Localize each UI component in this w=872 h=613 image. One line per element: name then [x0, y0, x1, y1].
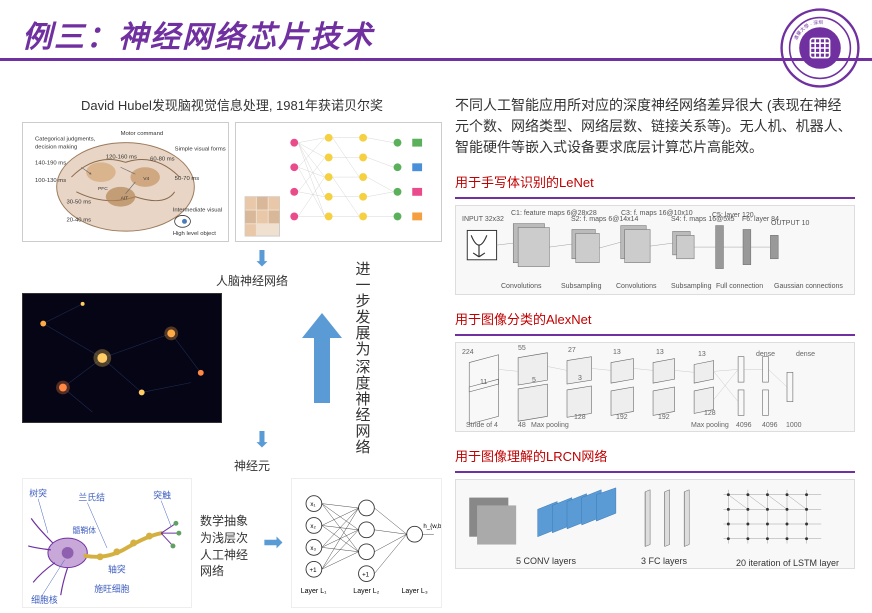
brain-row: Categorical judgments, decision making M… — [22, 122, 442, 242]
lrcn-title: 用于图像理解的LRCN网络 — [455, 446, 855, 465]
lenet-figure: INPUT 32x32 C1: feature maps 6@28x28 S2:… — [455, 205, 855, 295]
deep-learning-arrow-block: 进一步发展为 深度神经网络 — [232, 261, 442, 455]
alexnet-figure: 224 55 27 13 13 13 11 5 3 Stride of 4 Ma… — [455, 342, 855, 432]
lrcn-section: 用于图像理解的LRCN网络 — [455, 446, 855, 569]
neuron-microscopy — [22, 293, 222, 423]
svg-text:50-70 ms: 50-70 ms — [175, 176, 200, 182]
svg-text:细胞核: 细胞核 — [31, 594, 58, 605]
right-column: 不同人工智能应用所对应的深度神经网络差异很大 (表现在神经元个数、网络类型、网络… — [455, 95, 855, 583]
svg-text:x₃: x₃ — [311, 545, 317, 552]
svg-text:x₁: x₁ — [311, 501, 316, 508]
right-arrow-icon: ➡ — [263, 478, 283, 608]
svg-text:AIT: AIT — [121, 196, 129, 202]
intro-paragraph: 不同人工智能应用所对应的深度神经网络差异很大 (表现在神经元个数、网络类型、网络… — [455, 95, 855, 158]
neuron-schematic: 树突 兰氏结 突触 轴突 髓鞘体 施旺细胞 细胞核 — [22, 478, 192, 608]
svg-text:Layer L₂: Layer L₂ — [353, 588, 379, 595]
svg-text:兰氏结: 兰氏结 — [78, 492, 105, 503]
lrcn-lstm-label: 20 iteration of LSTM layer — [736, 559, 839, 568]
svg-text:髓鞘体: 髓鞘体 — [73, 525, 97, 535]
svg-text:突触: 突触 — [153, 490, 171, 501]
brain-diagram: Categorical judgments, decision making M… — [22, 122, 229, 242]
svg-text:Layer L₁: Layer L₁ — [301, 588, 327, 595]
section-underline — [455, 471, 855, 473]
svg-text:High level object: High level object — [173, 231, 217, 237]
svg-text:120-160 ms: 120-160 ms — [106, 154, 137, 160]
lenet-title: 用于手写体识别的LeNet — [455, 172, 855, 191]
lrcn-fc-label: 3 FC layers — [641, 556, 687, 566]
slide-title: 例三：神经网络芯片技术 — [22, 12, 374, 56]
neuron-row: 进一步发展为 深度神经网络 — [22, 293, 442, 423]
svg-text:PFC: PFC — [98, 186, 108, 192]
svg-text:h_{w,b}(x): h_{w,b}(x) — [423, 523, 441, 530]
svg-text:Simple visual forms: Simple visual forms — [175, 147, 226, 153]
section-underline — [455, 197, 855, 199]
svg-text:施旺细胞: 施旺细胞 — [94, 583, 130, 594]
svg-text:100-130 ms: 100-130 ms — [35, 178, 66, 184]
ann-schematic: x₁ x₂ x₃ +1 +1 h_{w,b}(x) Layer L₁ Layer… — [291, 478, 442, 608]
svg-text:+1: +1 — [362, 571, 370, 578]
svg-text:+1: +1 — [310, 567, 318, 574]
svg-text:Motor command: Motor command — [121, 131, 164, 137]
alexnet-section: 用于图像分类的AlexNet — [455, 309, 855, 432]
face-recognition-network — [235, 122, 442, 242]
lrcn-conv-label: 5 CONV layers — [516, 556, 576, 566]
svg-text:树突: 树突 — [29, 488, 47, 499]
svg-text:60-80 ms: 60-80 ms — [150, 156, 175, 162]
university-logo: 清華大學 · 深圳 — [780, 8, 860, 88]
title-underline — [0, 58, 872, 61]
neuron-to-ann-row: 树突 兰氏结 突触 轴突 髓鞘体 施旺细胞 细胞核 数学抽象为浅层次人工神经网络… — [22, 478, 442, 608]
svg-text:Layer L₃: Layer L₃ — [402, 588, 428, 595]
svg-text:decision making: decision making — [35, 145, 77, 151]
svg-text:x₂: x₂ — [311, 523, 317, 530]
svg-text:轴突: 轴突 — [108, 564, 126, 575]
hubel-caption: David Hubel发现脑视觉信息处理, 1981年获诺贝尔奖 — [22, 95, 442, 114]
section-underline — [455, 334, 855, 336]
neuron-label: 神经元 — [62, 457, 442, 474]
up-arrow-icon — [302, 313, 342, 403]
deep-nn-vertical-label: 进一步发展为 深度神经网络 — [352, 261, 373, 455]
svg-text:20-40 ms: 20-40 ms — [67, 217, 92, 223]
alexnet-title: 用于图像分类的AlexNet — [455, 309, 855, 328]
svg-text:140-190 ms: 140-190 ms — [35, 160, 66, 166]
left-column: David Hubel发现脑视觉信息处理, 1981年获诺贝尔奖 Categor… — [22, 95, 442, 608]
abstraction-label: 数学抽象为浅层次人工神经网络 — [200, 478, 255, 608]
svg-text:30-50 ms: 30-50 ms — [67, 200, 92, 206]
svg-text:Categorical judgments,: Categorical judgments, — [35, 137, 96, 143]
svg-text:Intermediate visual: Intermediate visual — [173, 208, 222, 214]
lenet-section: 用于手写体识别的LeNet — [455, 172, 855, 295]
svg-text:V4: V4 — [143, 176, 149, 182]
lrcn-figure: 5 CONV layers 3 FC layers 20 iteration o… — [455, 479, 855, 569]
